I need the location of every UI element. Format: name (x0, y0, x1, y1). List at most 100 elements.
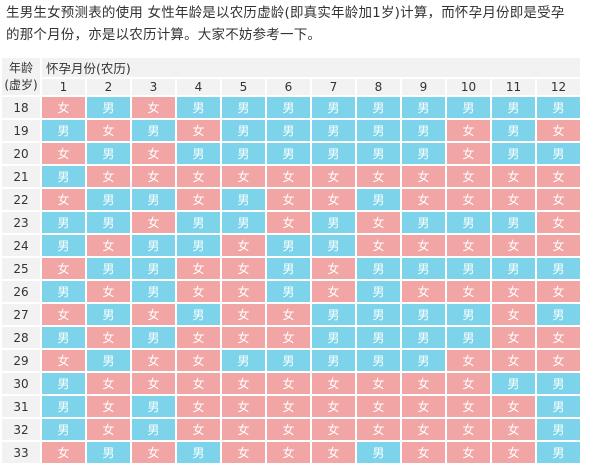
girl-cell: 女 (312, 258, 355, 279)
boy-cell: 男 (267, 120, 310, 141)
age-header-line2: (虚岁) (4, 77, 38, 92)
boy-cell: 男 (42, 235, 85, 256)
boy-cell: 男 (132, 281, 175, 302)
girl-cell: 女 (132, 212, 175, 233)
boy-cell: 男 (87, 143, 130, 164)
girl-cell: 女 (447, 143, 490, 164)
boy-cell: 男 (132, 189, 175, 210)
boy-cell: 男 (402, 143, 445, 164)
boy-cell: 男 (492, 212, 535, 233)
table-body: 18 女男女男男男男男男男男男 19 男女男女男男男男男女男女 20 女男女男男男男男男女… (2, 97, 580, 463)
boy-cell: 男 (492, 373, 535, 394)
boy-cell: 男 (42, 120, 85, 141)
age-cell: 22 (2, 189, 40, 210)
boy-cell: 男 (447, 258, 490, 279)
girl-cell: 女 (492, 166, 535, 187)
girl-cell: 女 (42, 258, 85, 279)
girl-cell: 女 (537, 189, 580, 210)
boy-cell: 男 (267, 258, 310, 279)
girl-cell: 女 (357, 235, 400, 256)
table-row: 29 女男女女男男男男男女女女 (2, 350, 580, 371)
month-header: 9 (402, 79, 445, 95)
boy-cell: 男 (537, 258, 580, 279)
boy-cell: 男 (42, 396, 85, 417)
table-row: 31 男女男女女女女女女女女男 (2, 396, 580, 417)
boy-cell: 男 (42, 212, 85, 233)
intro-line-2: 的那个月份，亦是以农历计算。大家不妨参考一下。 (6, 27, 322, 43)
boy-cell: 男 (357, 281, 400, 302)
girl-cell: 女 (447, 350, 490, 371)
boy-cell: 男 (87, 304, 130, 325)
girl-cell: 女 (87, 373, 130, 394)
girl-cell: 女 (492, 419, 535, 440)
boy-cell: 男 (492, 97, 535, 118)
month-header-row: 1 2 3 4 5 6 7 8 9 10 11 12 (2, 79, 580, 95)
boy-cell: 男 (357, 304, 400, 325)
girl-cell: 女 (132, 166, 175, 187)
boy-cell: 男 (177, 97, 220, 118)
age-cell: 33 (2, 442, 40, 463)
month-group-header: 怀孕月份(农历) (42, 58, 580, 77)
girl-cell: 女 (447, 120, 490, 141)
table-row: 21 男女女女女女女女女女女女 (2, 166, 580, 187)
boy-cell: 男 (357, 143, 400, 164)
boy-cell: 男 (537, 396, 580, 417)
girl-cell: 女 (132, 304, 175, 325)
boy-cell: 男 (537, 97, 580, 118)
table-row: 28 男女男女女女男男男男女女 (2, 327, 580, 348)
age-cell: 32 (2, 419, 40, 440)
girl-cell: 女 (267, 189, 310, 210)
table-row: 30 男女女女女女女女女女男男 (2, 373, 580, 394)
boy-cell: 男 (222, 120, 265, 141)
boy-cell: 男 (87, 97, 130, 118)
month-header: 1 (42, 79, 85, 95)
gender-prediction-table: 年龄 (虚岁) 怀孕月份(农历) 1 2 3 4 5 6 7 8 9 10 11 12 18 女男女男男… (0, 56, 600, 465)
boy-cell: 男 (87, 350, 130, 371)
boy-cell: 男 (312, 235, 355, 256)
girl-cell: 女 (447, 419, 490, 440)
table-row: 32 男女男女女女女女女女女男 (2, 419, 580, 440)
girl-cell: 女 (312, 166, 355, 187)
table-row: 20 女男女男男男男男男女男男 (2, 143, 580, 164)
age-cell: 24 (2, 235, 40, 256)
age-cell: 26 (2, 281, 40, 302)
girl-cell: 女 (402, 442, 445, 463)
age-cell: 20 (2, 143, 40, 164)
boy-cell: 男 (87, 212, 130, 233)
boy-cell: 男 (177, 304, 220, 325)
age-cell: 19 (2, 120, 40, 141)
girl-cell: 女 (537, 166, 580, 187)
boy-cell: 男 (177, 442, 220, 463)
boy-cell: 男 (87, 258, 130, 279)
girl-cell: 女 (402, 235, 445, 256)
girl-cell: 女 (132, 442, 175, 463)
boy-cell: 男 (267, 143, 310, 164)
girl-cell: 女 (267, 166, 310, 187)
girl-cell: 女 (267, 304, 310, 325)
table-row: 18 女男女男男男男男男男男男 (2, 97, 580, 118)
boy-cell: 男 (537, 373, 580, 394)
girl-cell: 女 (42, 304, 85, 325)
boy-cell: 男 (132, 327, 175, 348)
girl-cell: 女 (42, 442, 85, 463)
girl-cell: 女 (447, 373, 490, 394)
girl-cell: 女 (447, 396, 490, 417)
boy-cell: 男 (267, 281, 310, 302)
table-row: 22 女男男女男女女男女女女女 (2, 189, 580, 210)
girl-cell: 女 (402, 166, 445, 187)
girl-cell: 女 (222, 442, 265, 463)
girl-cell: 女 (492, 442, 535, 463)
girl-cell: 女 (42, 97, 85, 118)
boy-cell: 男 (357, 442, 400, 463)
month-header: 4 (177, 79, 220, 95)
table: 年龄 (虚岁) 怀孕月份(农历) 1 2 3 4 5 6 7 8 9 10 11 12 18 女男女男男… (0, 56, 582, 465)
girl-cell: 女 (537, 120, 580, 141)
girl-cell: 女 (87, 235, 130, 256)
age-cell: 27 (2, 304, 40, 325)
boy-cell: 男 (312, 350, 355, 371)
girl-cell: 女 (87, 120, 130, 141)
girl-cell: 女 (447, 166, 490, 187)
table-row: 33 女男女男女女女男女女女男 (2, 442, 580, 463)
boy-cell: 男 (537, 304, 580, 325)
month-header: 6 (267, 79, 310, 95)
